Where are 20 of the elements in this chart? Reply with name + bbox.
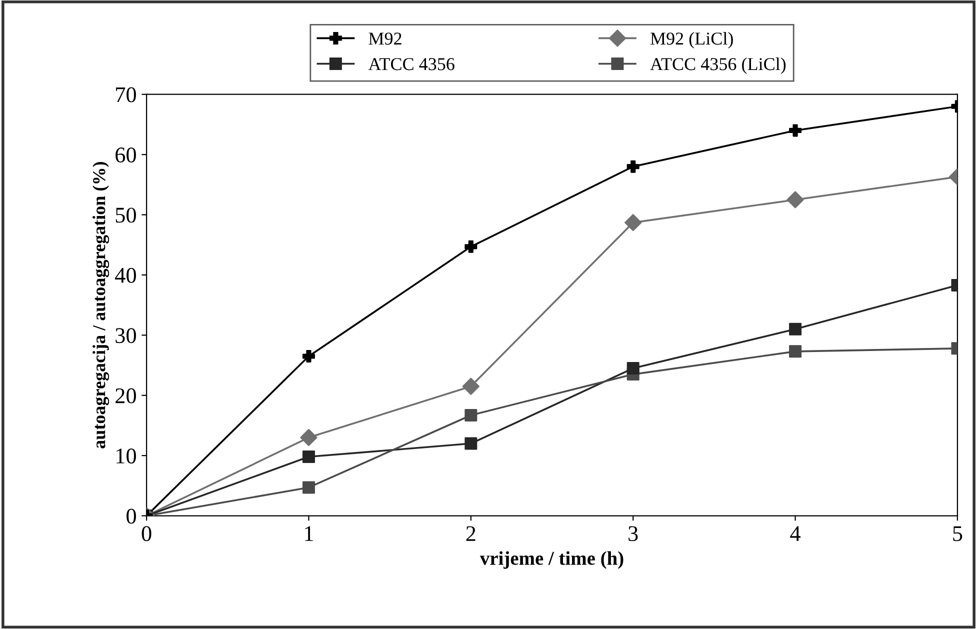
y-tick-label: 0 bbox=[126, 508, 136, 524]
x-tick-label: 1 bbox=[305, 526, 313, 541]
y-tick-label: 30 bbox=[116, 328, 136, 344]
x-axis-title: vrijeme / time (h) bbox=[480, 551, 624, 569]
y-tick-label: 40 bbox=[115, 268, 136, 283]
legend-label: M92 (LiCl) bbox=[650, 32, 733, 48]
legend-label: ATCC 4356 (LiCl) bbox=[650, 58, 786, 74]
x-tick-label: 5 bbox=[953, 526, 962, 542]
y-tick-label: 50 bbox=[116, 208, 136, 223]
x-tick-label: 4 bbox=[790, 526, 800, 541]
legend-label: M92 bbox=[368, 32, 402, 45]
legend-label: ATCC 4356 bbox=[368, 58, 454, 70]
y-axis-title: autoagregacija / autoaggregation (%) bbox=[92, 162, 110, 448]
y-tick-label: 10 bbox=[116, 448, 136, 464]
x-tick-label: 0 bbox=[142, 526, 152, 542]
x-tick-label: 2 bbox=[466, 526, 476, 541]
x-tick-label: 3 bbox=[628, 526, 638, 542]
y-tick-label: 70 bbox=[116, 87, 136, 102]
y-tick-label: 60 bbox=[116, 147, 136, 162]
y-tick-label: 20 bbox=[116, 388, 136, 404]
